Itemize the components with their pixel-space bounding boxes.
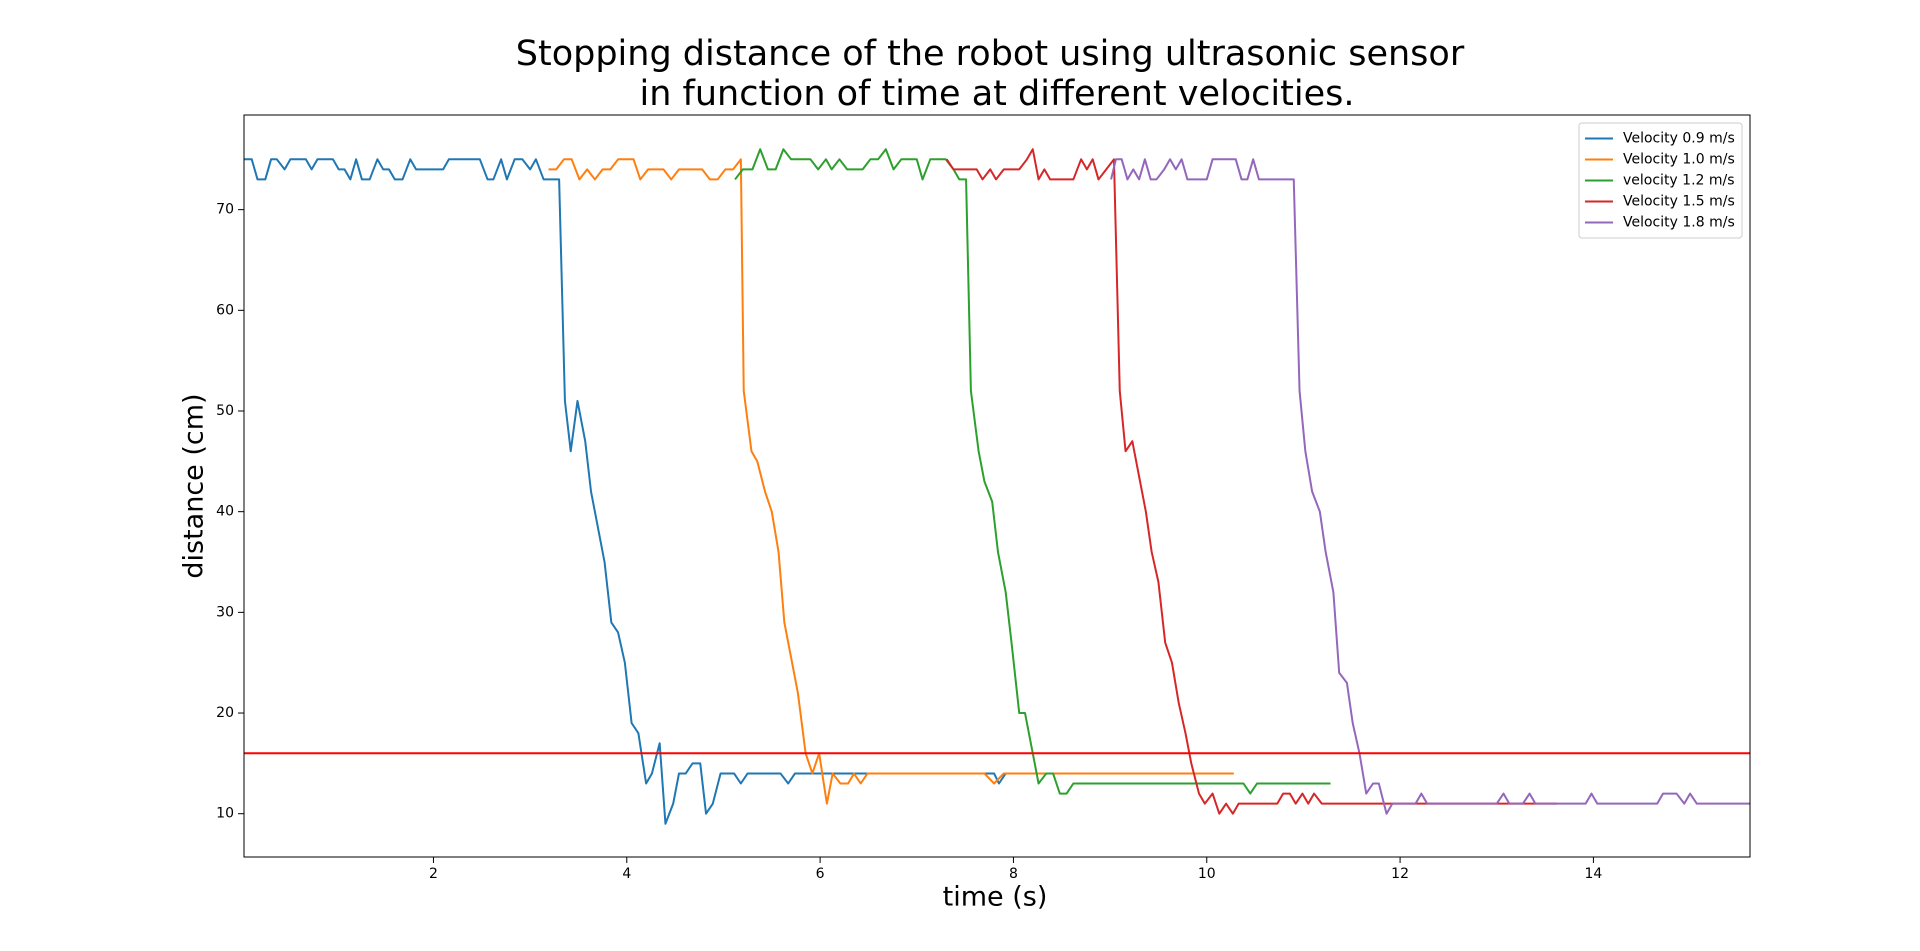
legend-label: velocity 1.2 m/s xyxy=(1623,173,1735,189)
legend-box xyxy=(1578,122,1743,239)
chart-title: Stopping distance of the robot using ult… xyxy=(516,34,1465,74)
x-tick-label: 6 xyxy=(816,866,825,882)
x-axis-label: time (s) xyxy=(943,882,1048,913)
x-tick-label: 12 xyxy=(1391,866,1409,882)
y-axis-label: distance (cm) xyxy=(179,393,210,578)
x-tick-label: 14 xyxy=(1584,866,1602,882)
plot-area xyxy=(244,148,1750,825)
legend-label: Velocity 1.8 m/s xyxy=(1623,215,1735,231)
y-tick-label: 50 xyxy=(216,403,234,419)
legend-label: Velocity 1.5 m/s xyxy=(1623,194,1735,210)
x-tick-label: 8 xyxy=(1009,866,1018,882)
legend-label: Velocity 1.0 m/s xyxy=(1623,152,1735,168)
axes-frame xyxy=(243,114,1751,858)
x-tick-label: 10 xyxy=(1198,866,1216,882)
series-line xyxy=(1110,158,1750,815)
series-line xyxy=(244,158,1120,825)
y-tick-label: 30 xyxy=(216,604,234,620)
series-line xyxy=(734,148,1331,795)
legend-label: Velocity 0.9 m/s xyxy=(1623,131,1735,147)
y-tick-label: 60 xyxy=(216,302,234,318)
x-tick-label: 4 xyxy=(622,866,631,882)
series-line xyxy=(945,148,1557,815)
y-tick-label: 20 xyxy=(216,705,234,721)
series-line xyxy=(548,158,1234,805)
x-tick-label: 2 xyxy=(429,866,438,882)
y-tick-label: 10 xyxy=(216,806,234,822)
y-tick-label: 40 xyxy=(216,504,234,520)
chart-title: in function of time at different velocit… xyxy=(640,74,1355,114)
y-tick-label: 70 xyxy=(216,202,234,218)
